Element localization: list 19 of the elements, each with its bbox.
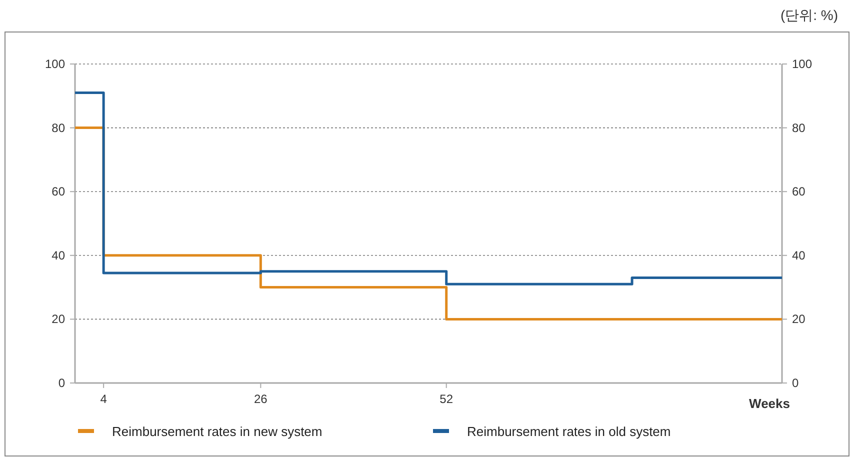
y2-tick-label: 80 <box>792 120 806 135</box>
y2-tick-label: 100 <box>792 57 812 71</box>
y-tick-label: 60 <box>52 184 66 199</box>
text: (단위: %) <box>780 7 838 23</box>
y-tick-label: 20 <box>52 312 66 326</box>
y2-tick-label: 40 <box>792 248 806 262</box>
y-tick-label: 0 <box>58 376 66 390</box>
x-tick-label: 26 <box>254 392 268 406</box>
y2-tick-label: 20 <box>792 312 806 326</box>
x-tick-label: 52 <box>440 392 454 406</box>
x-axis-title: Weeks <box>749 396 790 411</box>
y2-tick-label: 0 <box>792 376 799 390</box>
y-tick-label: 40 <box>52 248 66 262</box>
x-tick-label: 4 <box>100 392 108 406</box>
legend-label: Reimbursement rates in new system <box>112 424 322 439</box>
y-tick-label: 80 <box>52 120 66 135</box>
y-tick-label: 100 <box>44 57 66 71</box>
y2-tick-label: 60 <box>792 184 806 199</box>
legend-label: Reimbursement rates in old system <box>467 424 671 439</box>
